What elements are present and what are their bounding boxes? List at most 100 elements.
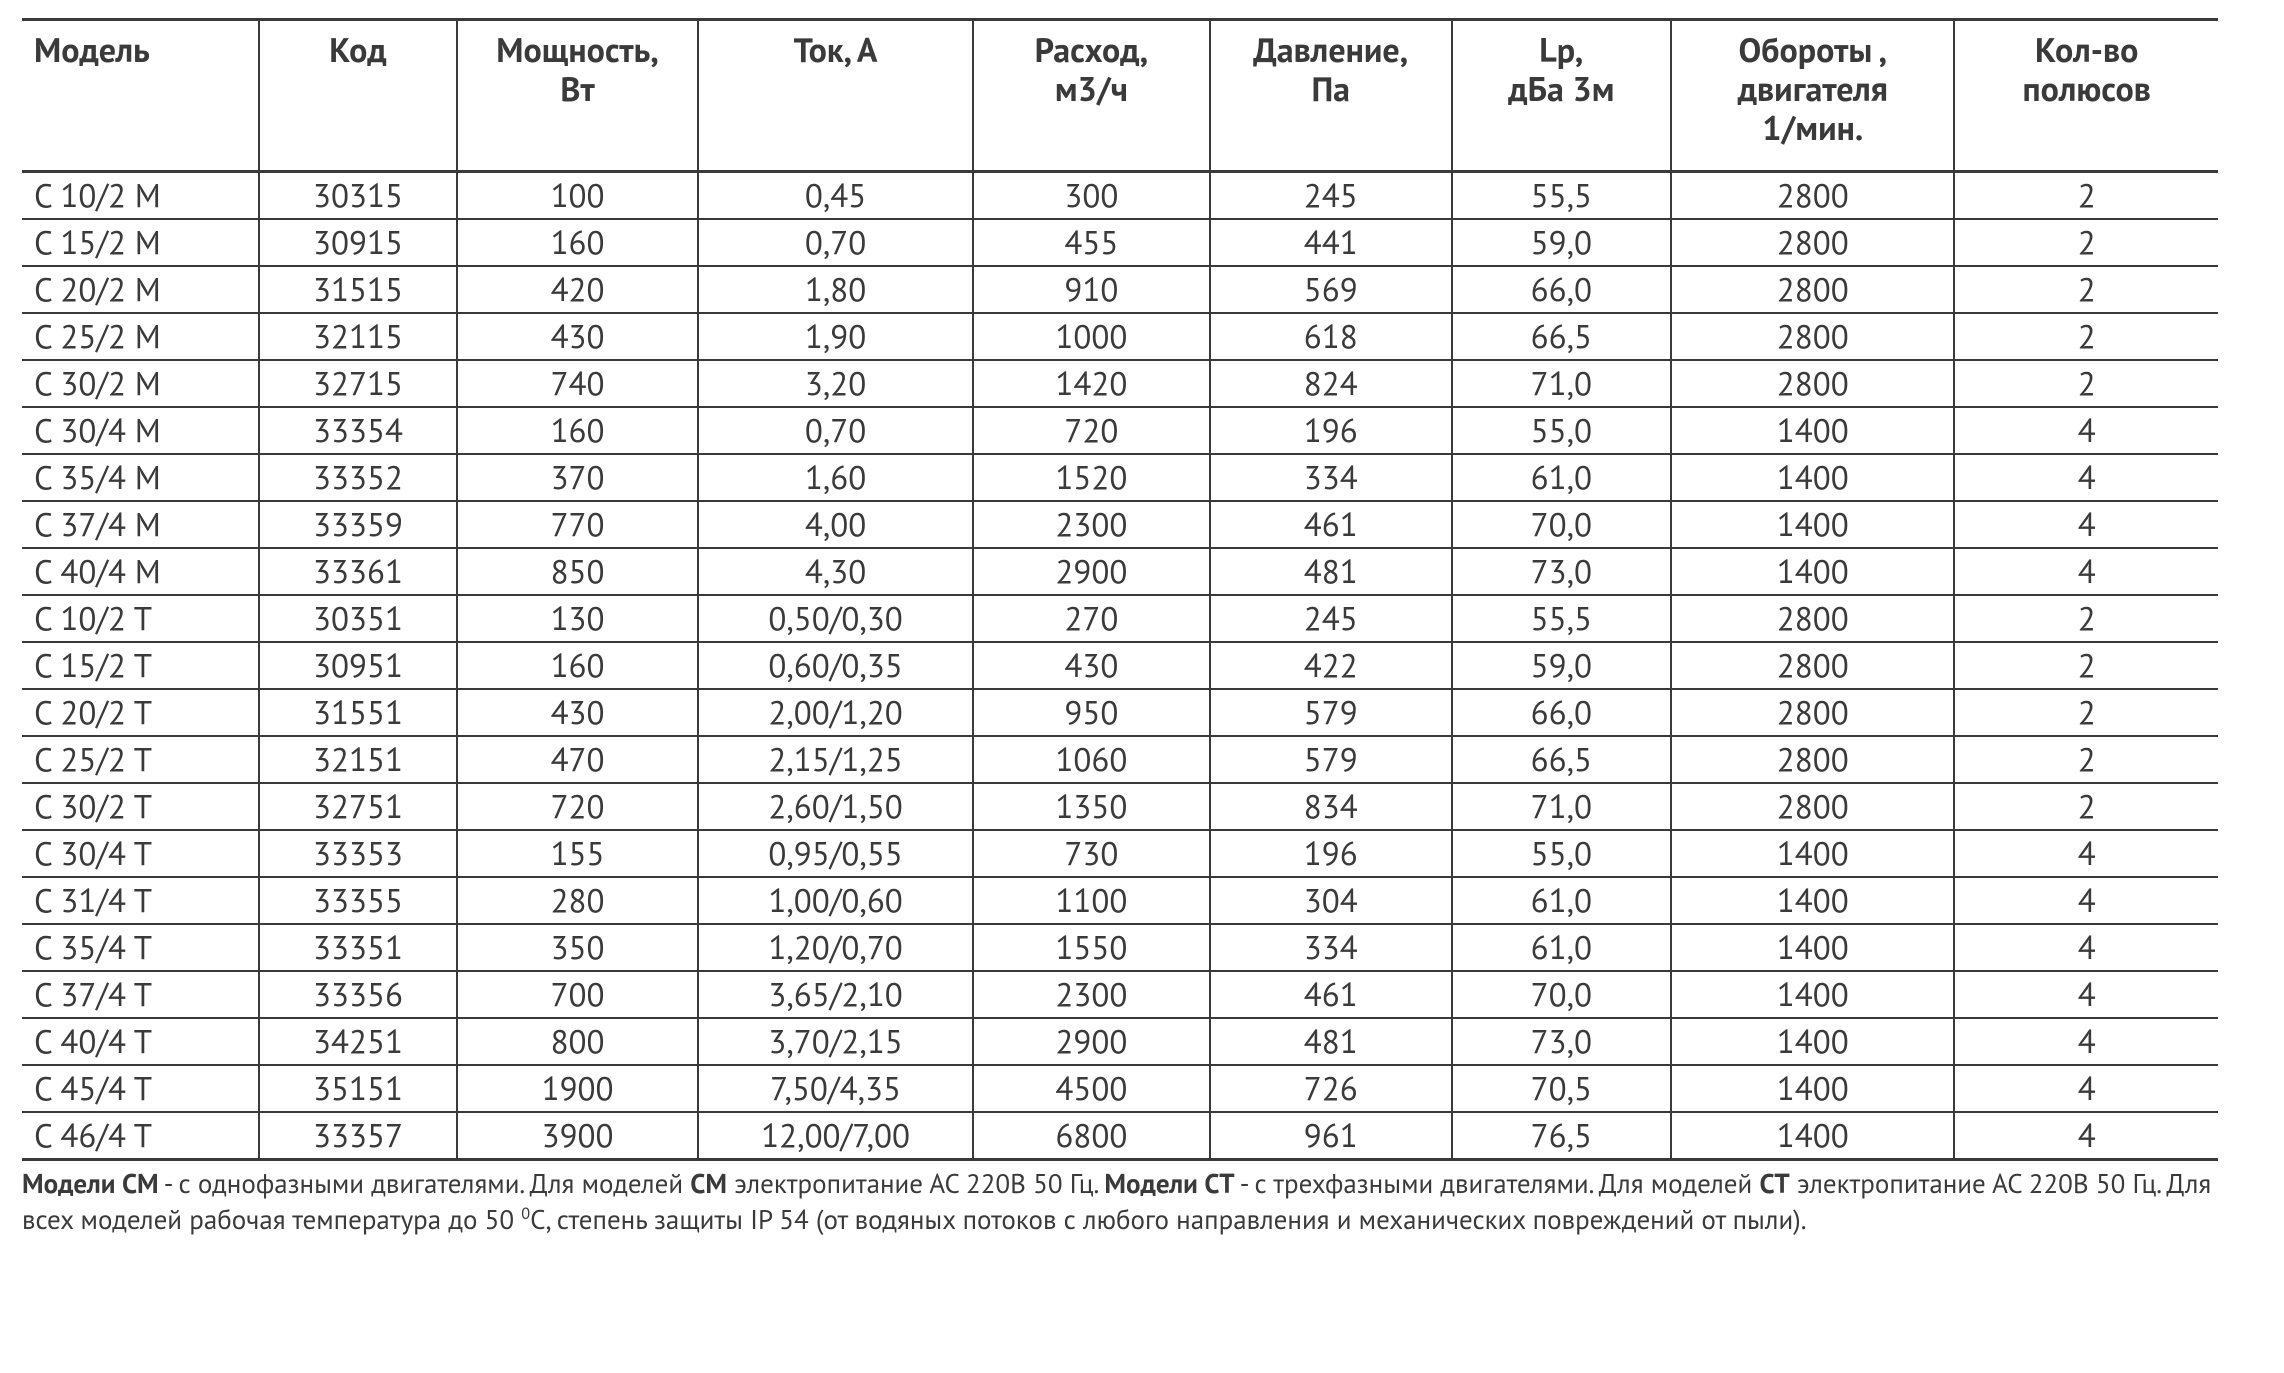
cell-model: C 25/2 T	[22, 736, 259, 783]
cell-press: 334	[1210, 924, 1452, 971]
cell-power: 155	[457, 830, 699, 877]
cell-current: 1,00/0,60	[698, 877, 973, 924]
cell-current: 4,00	[698, 501, 973, 548]
col-header-poles: Кол-вополюсов	[1954, 20, 2218, 172]
cell-press: 579	[1210, 689, 1452, 736]
cell-flow: 270	[973, 595, 1210, 642]
cell-code: 33355	[259, 877, 457, 924]
cell-model: C 30/4 M	[22, 407, 259, 454]
cell-power: 470	[457, 736, 699, 783]
cell-model: C 10/2 T	[22, 595, 259, 642]
table-row: C 35/4 T333513501,20/0,70155033461,01400…	[22, 924, 2218, 971]
cell-flow: 2900	[973, 548, 1210, 595]
cell-code: 33353	[259, 830, 457, 877]
cell-current: 2,60/1,50	[698, 783, 973, 830]
cell-current: 0,45	[698, 172, 973, 220]
cell-flow: 1000	[973, 313, 1210, 360]
cell-poles: 2	[1954, 595, 2218, 642]
cell-rpm: 2800	[1671, 783, 1954, 830]
cell-power: 740	[457, 360, 699, 407]
cell-lp: 55,0	[1452, 830, 1672, 877]
cell-rpm: 1400	[1671, 548, 1954, 595]
col-header-model: Модель	[22, 20, 259, 172]
cell-flow: 4500	[973, 1065, 1210, 1112]
table-row: C 31/4 T333552801,00/0,60110030461,01400…	[22, 877, 2218, 924]
cell-rpm: 2800	[1671, 172, 1954, 220]
cell-lp: 73,0	[1452, 548, 1672, 595]
cell-rpm: 1400	[1671, 454, 1954, 501]
cell-model: C 46/4 T	[22, 1112, 259, 1160]
footnote-bold: СМ	[690, 1167, 727, 1201]
cell-rpm: 1400	[1671, 830, 1954, 877]
cell-press: 824	[1210, 360, 1452, 407]
cell-power: 700	[457, 971, 699, 1018]
cell-flow: 2300	[973, 501, 1210, 548]
cell-lp: 73,0	[1452, 1018, 1672, 1065]
cell-lp: 66,5	[1452, 313, 1672, 360]
cell-press: 579	[1210, 736, 1452, 783]
cell-power: 770	[457, 501, 699, 548]
cell-press: 834	[1210, 783, 1452, 830]
cell-code: 33351	[259, 924, 457, 971]
cell-code: 32151	[259, 736, 457, 783]
cell-power: 3900	[457, 1112, 699, 1160]
cell-code: 32751	[259, 783, 457, 830]
cell-poles: 4	[1954, 924, 2218, 971]
cell-model: C 40/4 M	[22, 548, 259, 595]
cell-current: 2,15/1,25	[698, 736, 973, 783]
cell-model: C 37/4 M	[22, 501, 259, 548]
cell-press: 569	[1210, 266, 1452, 313]
cell-current: 0,50/0,30	[698, 595, 973, 642]
cell-current: 3,65/2,10	[698, 971, 973, 1018]
cell-code: 31551	[259, 689, 457, 736]
cell-code: 31515	[259, 266, 457, 313]
cell-code: 33354	[259, 407, 457, 454]
cell-flow: 2300	[973, 971, 1210, 1018]
col-header-power: Мощность,Вт	[457, 20, 699, 172]
cell-model: C 45/4 T	[22, 1065, 259, 1112]
cell-lp: 66,5	[1452, 736, 1672, 783]
cell-code: 32115	[259, 313, 457, 360]
header-row: МодельКодМощность,ВтТок, АРасход,м3/чДав…	[22, 20, 2218, 172]
cell-current: 3,20	[698, 360, 973, 407]
cell-model: C 35/4 T	[22, 924, 259, 971]
cell-rpm: 1400	[1671, 971, 1954, 1018]
cell-lp: 66,0	[1452, 266, 1672, 313]
cell-press: 196	[1210, 830, 1452, 877]
footnote-bold: Модели СТ	[1104, 1167, 1234, 1201]
cell-rpm: 2800	[1671, 219, 1954, 266]
col-header-code: Код	[259, 20, 457, 172]
cell-flow: 6800	[973, 1112, 1210, 1160]
cell-flow: 1100	[973, 877, 1210, 924]
cell-code: 33361	[259, 548, 457, 595]
cell-power: 280	[457, 877, 699, 924]
cell-lp: 61,0	[1452, 454, 1672, 501]
cell-press: 422	[1210, 642, 1452, 689]
cell-rpm: 2800	[1671, 595, 1954, 642]
cell-lp: 66,0	[1452, 689, 1672, 736]
cell-lp: 71,0	[1452, 360, 1672, 407]
cell-rpm: 2800	[1671, 736, 1954, 783]
cell-press: 196	[1210, 407, 1452, 454]
cell-press: 961	[1210, 1112, 1452, 1160]
cell-press: 481	[1210, 548, 1452, 595]
cell-rpm: 2800	[1671, 689, 1954, 736]
table-row: C 30/4 T333531550,95/0,5573019655,014004	[22, 830, 2218, 877]
table-row: C 25/2 T321514702,15/1,25106057966,52800…	[22, 736, 2218, 783]
cell-poles: 4	[1954, 454, 2218, 501]
cell-poles: 4	[1954, 830, 2218, 877]
cell-current: 1,90	[698, 313, 973, 360]
cell-rpm: 1400	[1671, 501, 1954, 548]
cell-model: C 10/2 M	[22, 172, 259, 220]
cell-poles: 2	[1954, 783, 2218, 830]
cell-press: 726	[1210, 1065, 1452, 1112]
cell-flow: 2900	[973, 1018, 1210, 1065]
cell-press: 461	[1210, 971, 1452, 1018]
cell-poles: 2	[1954, 689, 2218, 736]
cell-flow: 730	[973, 830, 1210, 877]
cell-power: 430	[457, 313, 699, 360]
cell-lp: 61,0	[1452, 924, 1672, 971]
cell-flow: 300	[973, 172, 1210, 220]
table-head: МодельКодМощность,ВтТок, АРасход,м3/чДав…	[22, 20, 2218, 172]
cell-code: 33357	[259, 1112, 457, 1160]
